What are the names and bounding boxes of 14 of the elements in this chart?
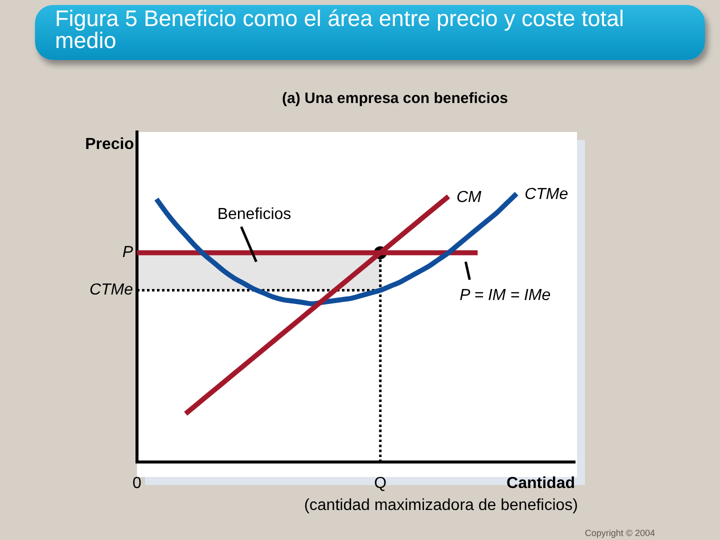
- text: Copyright © 2004: [584, 528, 655, 538]
- x-axis-title: Cantidad: [506, 475, 575, 492]
- y-axis-title: Precio: [85, 136, 134, 153]
- annotation: P: [122, 244, 134, 262]
- x-tick-label: Q: [374, 475, 387, 492]
- annotation: CTMe: [89, 282, 134, 299]
- text: P = IM = IMe: [460, 287, 551, 304]
- chart-title: Figura 5 Beneficio como el área entre precio y coste total medio: [55, 6, 626, 53]
- chart-subtitle: (a) Una empresa con beneficios: [281, 90, 509, 107]
- series-label: CM: [456, 188, 482, 206]
- annotation: Beneficios: [217, 206, 292, 224]
- text: (cantidad maximizadora de beneficios): [304, 497, 578, 514]
- x-tick-label: 0: [132, 475, 142, 492]
- series-label: CTMe: [524, 186, 568, 204]
